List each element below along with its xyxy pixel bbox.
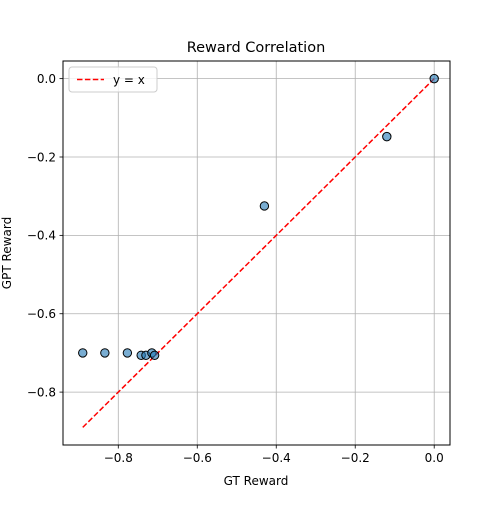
y-tick-label: −0.6: [27, 307, 56, 321]
legend-label-y-equals-x: y = x: [113, 73, 145, 87]
x-axis-label: GT Reward: [224, 474, 289, 488]
axis-ticks: −0.8 −0.6 −0.4 −0.2 0.0 0.0 −0.2 −0.4 −0.6 −0.8: [27, 72, 444, 465]
scatter-points: [78, 73, 439, 360]
scatter-point: [100, 348, 110, 358]
x-tick-label: −0.8: [104, 451, 133, 465]
y-tick-label: −0.4: [27, 229, 56, 243]
x-tick-label: 0.0: [425, 451, 444, 465]
y-tick-label: 0.0: [37, 72, 56, 86]
scatter-point: [122, 348, 133, 358]
x-tick-label: −0.6: [183, 451, 212, 465]
y-equals-x-line: [82, 78, 435, 428]
legend-box: [68, 66, 158, 93]
legend: y = x: [68, 66, 158, 93]
y-tick-label: −0.2: [27, 150, 56, 164]
y-tick-label: −0.8: [27, 385, 56, 399]
x-tick-label: −0.4: [262, 451, 291, 465]
scatter-point: [259, 201, 270, 211]
y-axis-label: GPT Reward: [0, 217, 14, 289]
chart-title: Reward Correlation: [187, 40, 326, 56]
scatter-point: [149, 350, 160, 360]
plot-area-frame: [62, 60, 451, 446]
scatter-point: [382, 131, 392, 142]
grid: [63, 61, 450, 445]
reference-line-layer: [82, 78, 435, 428]
x-tick-label: −0.2: [341, 451, 370, 465]
scatter-point: [78, 348, 88, 358]
scatter-point: [429, 73, 439, 84]
